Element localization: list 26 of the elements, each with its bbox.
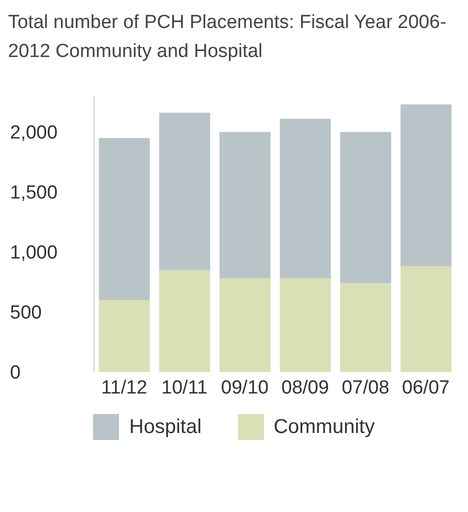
y-tick-label: 1,500 [10,182,58,204]
y-tick-label: 500 [10,302,42,324]
bar [280,118,331,278]
bar [219,132,270,278]
bar [340,132,392,284]
bar [98,138,150,300]
x-tick-label: 10/11 [161,377,208,398]
legend-label: Community [274,416,375,438]
bar [340,283,392,372]
bar [98,300,150,372]
x-tick-label: 06/07 [402,377,450,398]
y-tick-label: 2,000 [10,122,58,144]
y-tick-label: 1,000 [10,242,58,264]
legend-label: Hospital [129,416,202,438]
x-tick-label: 08/09 [281,377,329,398]
bar [159,112,210,270]
bar [400,266,452,372]
bar [159,270,210,372]
bar [219,278,270,372]
bar [400,104,452,266]
x-tick-label: 07/08 [342,377,390,398]
x-tick-label: 09/10 [221,377,269,398]
chart-title: Total number of PCH Placements: Fiscal Year 2006-2012 Community and Hospital [8,11,448,64]
y-tick-label: 0 [10,362,21,384]
bar [280,278,331,372]
x-tick-label: 11/12 [101,377,148,398]
